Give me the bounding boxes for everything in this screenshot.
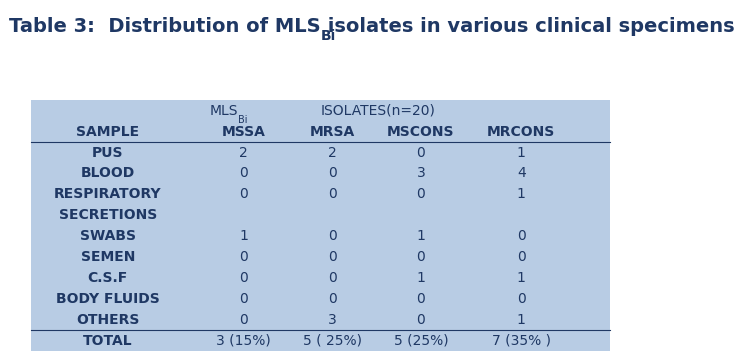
Text: 0: 0 — [239, 271, 248, 285]
Text: MRCONS: MRCONS — [487, 125, 556, 138]
Text: 0: 0 — [328, 187, 337, 201]
Text: 0: 0 — [417, 146, 425, 159]
Text: 0: 0 — [417, 187, 425, 201]
Text: 0: 0 — [517, 250, 526, 264]
Text: 5 (25%): 5 (25%) — [394, 334, 448, 347]
FancyBboxPatch shape — [31, 100, 610, 351]
Text: TOTAL: TOTAL — [83, 334, 132, 347]
Text: OTHERS: OTHERS — [76, 313, 140, 327]
Text: 0: 0 — [328, 292, 337, 306]
Text: 0: 0 — [328, 167, 337, 180]
Text: isolates in various clinical specimens: isolates in various clinical specimens — [320, 17, 734, 36]
Text: 0: 0 — [328, 271, 337, 285]
Text: 5 ( 25%): 5 ( 25%) — [303, 334, 362, 347]
Text: SECRETIONS: SECRETIONS — [59, 208, 157, 222]
Text: 1: 1 — [517, 146, 526, 159]
Text: MRSA: MRSA — [310, 125, 355, 138]
Text: 3: 3 — [417, 167, 425, 180]
Text: 1: 1 — [417, 271, 426, 285]
Text: 2: 2 — [239, 146, 248, 159]
Text: 0: 0 — [239, 167, 248, 180]
Text: 2: 2 — [328, 146, 337, 159]
Text: ISOLATES(n=20): ISOLATES(n=20) — [320, 104, 435, 118]
Text: 0: 0 — [328, 250, 337, 264]
Text: 3 (15%): 3 (15%) — [216, 334, 271, 347]
Text: 1: 1 — [239, 229, 248, 243]
Text: Table 3:  Distribution of MLS: Table 3: Distribution of MLS — [9, 17, 320, 36]
Text: C.S.F: C.S.F — [88, 271, 128, 285]
Text: 1: 1 — [517, 271, 526, 285]
Text: 1: 1 — [517, 187, 526, 201]
Text: 0: 0 — [239, 187, 248, 201]
Text: Bi: Bi — [238, 115, 247, 125]
Text: Bi: Bi — [320, 28, 336, 43]
Text: BLOOD: BLOOD — [81, 167, 135, 180]
Text: SAMPLE: SAMPLE — [77, 125, 140, 138]
Text: PUS: PUS — [92, 146, 123, 159]
Text: 0: 0 — [417, 313, 425, 327]
Text: 1: 1 — [517, 313, 526, 327]
Text: MSSA: MSSA — [221, 125, 266, 138]
Text: 1: 1 — [417, 229, 426, 243]
Text: 0: 0 — [239, 250, 248, 264]
Text: RESPIRATORY: RESPIRATORY — [54, 187, 162, 201]
Text: 0: 0 — [517, 292, 526, 306]
Text: SEMEN: SEMEN — [81, 250, 135, 264]
Text: SWABS: SWABS — [80, 229, 136, 243]
Text: 0: 0 — [417, 292, 425, 306]
Text: 0: 0 — [328, 229, 337, 243]
Text: 3: 3 — [328, 313, 337, 327]
Text: 0: 0 — [417, 250, 425, 264]
Text: 0: 0 — [239, 313, 248, 327]
Text: MSCONS: MSCONS — [387, 125, 455, 138]
Text: 7 (35% ): 7 (35% ) — [492, 334, 551, 347]
Text: 0: 0 — [517, 229, 526, 243]
Text: 4: 4 — [517, 167, 526, 180]
Text: BODY FLUIDS: BODY FLUIDS — [56, 292, 160, 306]
Text: 0: 0 — [239, 292, 248, 306]
Text: MLS: MLS — [210, 104, 238, 118]
